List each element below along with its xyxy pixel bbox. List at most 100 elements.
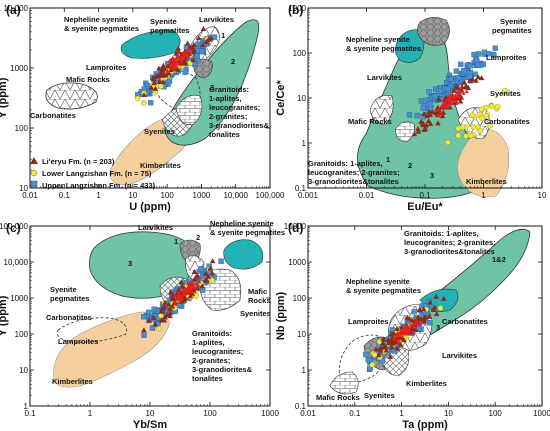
panel-letter-b: (b): [288, 3, 303, 17]
label-syenites-d: Syenites: [364, 391, 395, 400]
data-point-li-eryu: [431, 304, 438, 310]
field-num-1-b: 1: [386, 155, 390, 164]
data-point-dense: [398, 330, 403, 334]
data-point-upper: [461, 68, 467, 74]
labels-d: (d) Granitoids: 1-aplites, leucogranites;…: [288, 221, 506, 402]
data-point-dense: [449, 101, 454, 106]
labels-a: (a) Nepheline syenite & syenite pegmatite…: [6, 3, 270, 170]
data-point-dense: [458, 85, 463, 90]
data-point-dense: [176, 50, 181, 55]
data-point-li-eryu: [439, 113, 446, 119]
data-point-dense: [453, 94, 458, 98]
x-tick-label: 0.001: [298, 191, 319, 200]
data-point-li-eryu: [191, 41, 197, 47]
data-point-li-eryu: [191, 268, 198, 274]
data-point-upper: [471, 51, 477, 58]
panel-letter-a: (a): [6, 3, 21, 17]
data-point-dense: [176, 54, 181, 59]
x-tick-label: 0.1: [59, 191, 71, 200]
data-point-li-eryu: [209, 258, 216, 264]
data-point-upper: [151, 306, 157, 313]
data-point-li-eryu: [380, 336, 387, 342]
data-point-lower: [455, 132, 462, 139]
data-point-dense: [452, 98, 457, 103]
data-point-li-eryu: [404, 314, 411, 320]
data-point-dense: [402, 331, 407, 336]
y-tick-label: 10: [19, 366, 28, 375]
data-point-dense: [410, 329, 415, 334]
label-lamproites-b: Lamproites: [486, 53, 526, 62]
data-point-li-eryu: [383, 347, 390, 353]
data-point-upper: [420, 105, 426, 112]
data-point-dense: [464, 89, 469, 93]
data-point-dense: [186, 53, 191, 58]
data-point-lower: [478, 106, 485, 112]
data-point-li-eryu: [160, 78, 166, 84]
data-point-dense: [168, 65, 173, 69]
y-tick-label: 100: [15, 330, 29, 339]
data-point-lower: [158, 83, 164, 89]
x-tick-label: 100: [489, 409, 503, 418]
data-point-dense: [170, 55, 175, 60]
data-point-li-eryu: [152, 85, 159, 91]
data-point-lower: [134, 95, 141, 102]
data-point-dense: [179, 59, 184, 64]
legend: Li'eryu Fm. (n = 203) Lower Langzishan F…: [30, 157, 156, 190]
data-point-upper: [475, 62, 481, 68]
data-point-dense: [419, 320, 424, 324]
x-tick-label: 1000: [193, 191, 211, 200]
label-carbonatites-c: Carbonatites: [46, 313, 92, 322]
data-point-li-eryu: [415, 314, 421, 320]
data-point-li-eryu: [394, 345, 400, 351]
x-tick-label: 100,000: [256, 191, 285, 200]
data-point-li-eryu: [430, 307, 437, 313]
data-point-li-eryu: [179, 283, 186, 289]
data-point-dense: [461, 91, 466, 95]
data-point-lower: [371, 352, 378, 358]
data-point-dense: [180, 293, 185, 298]
data-point-lower: [141, 100, 147, 106]
data-point-li-eryu: [376, 352, 382, 358]
data-point-li-eryu: [478, 75, 485, 81]
y-tick-label: 1000: [288, 258, 306, 267]
x-tick-label: 10: [128, 191, 137, 200]
data-point-li-eryu: [187, 293, 194, 299]
legend-lower: Lower Langzishan Fm. (n = 75): [42, 169, 152, 178]
y-tick-label: 1000: [288, 4, 306, 13]
data-point-li-eryu: [174, 66, 181, 72]
data-point-upper: [166, 78, 173, 84]
data-point-li-eryu: [473, 77, 479, 83]
data-point-lower: [479, 115, 485, 122]
label-kimberlites-a: Kimberlites: [140, 161, 181, 170]
data-point-upper: [481, 49, 488, 56]
data-point-dense: [456, 94, 461, 99]
x-tick-label: 0.1: [419, 191, 431, 200]
data-point-li-eryu: [151, 79, 158, 85]
data-point-lower: [469, 112, 476, 118]
legend-marker-upper: [30, 180, 38, 188]
data-point-li-eryu: [411, 131, 418, 137]
label-carbonatites-b: Carbonatites: [484, 117, 530, 126]
data-point-li-eryu: [427, 299, 433, 305]
x-tick-label: 0.01: [359, 191, 375, 200]
data-point-upper: [411, 309, 417, 315]
data-point-upper: [445, 86, 451, 93]
data-point-li-eryu: [158, 308, 165, 314]
y-axis-label: Y (ppm): [0, 295, 9, 336]
data-point-upper: [182, 69, 188, 75]
y-tick-label: 10: [19, 184, 28, 193]
data-point-dense: [417, 322, 422, 327]
data-point-li-eryu: [150, 75, 156, 81]
label-mafic-c: Mafic Rocks: [248, 287, 271, 305]
y-tick-label: 0.1: [295, 184, 307, 193]
field-num-2-a: 2: [231, 57, 235, 66]
label-granitoids-d: Granitoids: 1-aplites, leucogranites; 2-g…: [404, 229, 496, 256]
data-point-li-eryu: [418, 316, 425, 322]
data-point-upper: [194, 53, 201, 59]
data-point-li-eryu: [160, 305, 166, 311]
data-point-dense: [177, 291, 182, 296]
x-tick-label: 10: [146, 409, 155, 418]
points-b: [406, 45, 508, 146]
data-point-dense: [454, 100, 459, 105]
y-tick-label: 10000: [284, 222, 307, 231]
